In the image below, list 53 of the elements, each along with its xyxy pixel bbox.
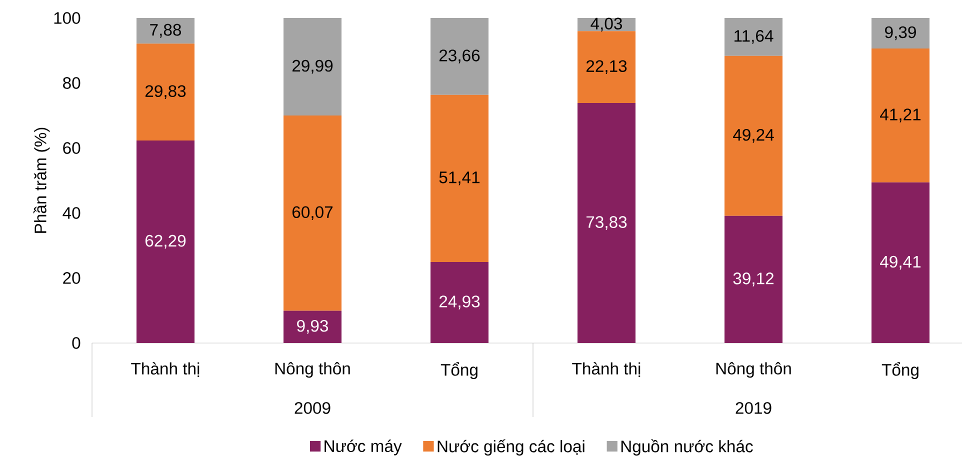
x-tick-label: Nông thôn — [275, 362, 350, 378]
data-label: 22,13 — [586, 60, 627, 74]
data-label: 60,07 — [292, 206, 333, 220]
legend-label: Nước giếng các loại — [438, 439, 584, 456]
data-label: 49,24 — [733, 128, 774, 143]
x-tick-label: Thành thị — [572, 362, 640, 377]
data-label: 73,83 — [586, 216, 627, 230]
bar — [136, 44, 195, 141]
data-label: 11,64 — [734, 30, 774, 44]
bar — [430, 262, 489, 343]
legend-label: Nguồn nước khác — [621, 439, 753, 456]
bar — [872, 182, 930, 343]
bar — [284, 116, 342, 311]
data-label: 29,83 — [145, 85, 186, 99]
data-label: 62,29 — [145, 234, 186, 249]
bar — [430, 94, 489, 262]
data-label: 23,66 — [439, 50, 480, 64]
y-axis-title: Phần trăm (%) — [33, 128, 50, 233]
bar — [136, 18, 195, 44]
bar — [724, 216, 783, 343]
y-tick-label: 0 — [72, 337, 80, 349]
data-label: 41,21 — [880, 108, 921, 122]
bar — [578, 103, 636, 343]
y-tick-label: 100 — [54, 12, 80, 24]
x-tick-label: Tổng — [440, 362, 478, 380]
bar — [724, 56, 783, 216]
data-label: 24,93 — [439, 296, 480, 310]
data-label: 9,93 — [297, 320, 328, 334]
x-tick-label: Tổng — [882, 362, 918, 380]
data-label: 49,41 — [880, 256, 921, 270]
bar — [578, 31, 636, 104]
bar — [284, 18, 342, 116]
bar — [872, 18, 930, 48]
bar — [284, 310, 342, 343]
data-label: 9,39 — [885, 26, 916, 40]
data-label: 7,88 — [150, 24, 182, 38]
text: 2009 — [294, 402, 330, 414]
bar — [872, 48, 930, 182]
y-tick-label: 80 — [63, 77, 80, 89]
x-tick-label: Thành thị — [131, 362, 200, 377]
y-tick-label: 20 — [63, 272, 80, 284]
data-label: 39,12 — [733, 272, 774, 286]
text: 2019 — [736, 402, 772, 414]
bar — [136, 140, 195, 343]
y-tick-label: 60 — [63, 142, 80, 154]
data-label: 29,99 — [292, 60, 333, 74]
legend-label: Nước máy — [324, 440, 402, 456]
bar — [430, 18, 489, 95]
y-tick-label: 40 — [62, 207, 80, 219]
x-tick-label: Nông thôn — [716, 362, 791, 378]
bar — [724, 18, 783, 56]
data-label: 4,03 — [590, 18, 622, 32]
data-label: 51,41 — [439, 172, 480, 186]
